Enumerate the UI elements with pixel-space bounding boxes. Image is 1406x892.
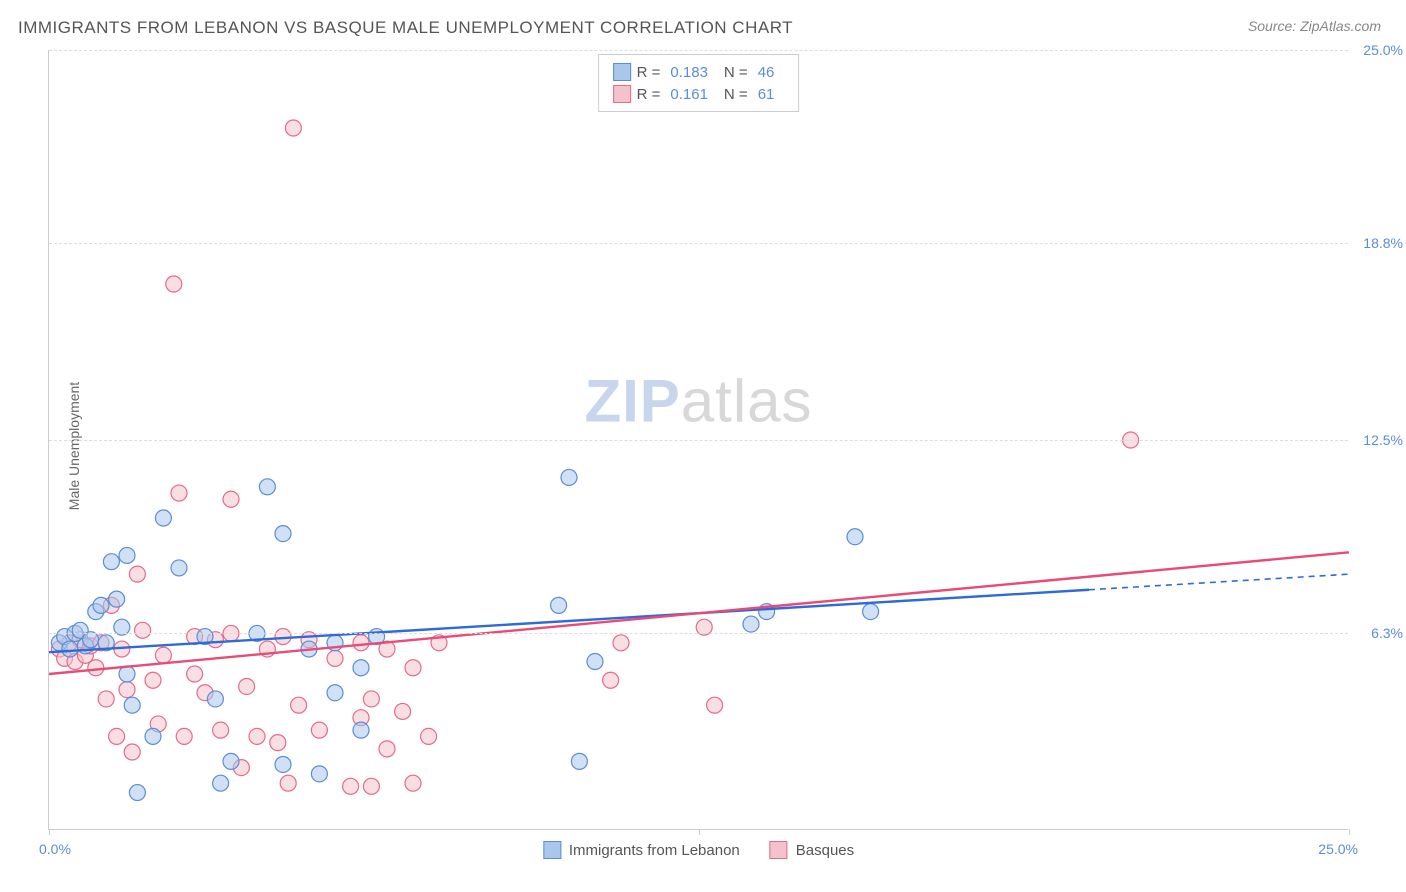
data-point (363, 778, 379, 794)
data-point (213, 775, 229, 791)
data-point (275, 629, 291, 645)
data-point (166, 276, 182, 292)
data-point (285, 120, 301, 136)
data-point (155, 510, 171, 526)
data-point (587, 654, 603, 670)
gridline (49, 633, 1348, 634)
data-point (207, 691, 223, 707)
chart-title: IMMIGRANTS FROM LEBANON VS BASQUE MALE U… (18, 18, 793, 38)
data-point (109, 728, 125, 744)
data-point (249, 728, 265, 744)
regression-line (49, 552, 1349, 674)
swatch-lebanon-bottom (543, 841, 561, 859)
data-point (613, 635, 629, 651)
source-attribution: Source: ZipAtlas.com (1248, 18, 1381, 34)
x-tick-min: 0.0% (39, 841, 71, 857)
data-point (280, 775, 296, 791)
data-point (561, 469, 577, 485)
data-point (187, 666, 203, 682)
legend-item-basques: Basques (770, 841, 854, 859)
data-point (223, 491, 239, 507)
data-point (171, 485, 187, 501)
data-point (145, 728, 161, 744)
gridline (49, 50, 1348, 51)
data-point (863, 604, 879, 620)
legend-label-lebanon: Immigrants from Lebanon (569, 842, 740, 859)
data-point (171, 560, 187, 576)
data-point (119, 682, 135, 698)
data-point (155, 647, 171, 663)
data-point (98, 691, 114, 707)
y-tick-label: 6.3% (1371, 625, 1403, 641)
data-point (291, 697, 307, 713)
regression-line-extrapolated (1089, 574, 1349, 590)
data-point (311, 722, 327, 738)
data-point (379, 741, 395, 757)
series-legend: Immigrants from Lebanon Basques (543, 841, 854, 859)
data-point (145, 672, 161, 688)
data-point (327, 650, 343, 666)
data-point (551, 597, 567, 613)
data-point (353, 722, 369, 738)
x-tick-mark (49, 829, 50, 835)
data-point (62, 641, 78, 657)
data-point (103, 554, 119, 570)
data-point (124, 697, 140, 713)
data-point (275, 526, 291, 542)
data-point (124, 744, 140, 760)
x-tick-max: 25.0% (1318, 841, 1358, 857)
data-point (176, 728, 192, 744)
plot-area: ZIPatlas R = 0.183 N = 46 R = 0.161 N = … (48, 50, 1348, 830)
swatch-basques-bottom (770, 841, 788, 859)
y-tick-label: 25.0% (1363, 42, 1403, 58)
data-point (343, 778, 359, 794)
data-point (405, 775, 421, 791)
x-tick-mark (699, 829, 700, 835)
chart-container: IMMIGRANTS FROM LEBANON VS BASQUE MALE U… (0, 0, 1406, 892)
data-point (743, 616, 759, 632)
data-point (353, 660, 369, 676)
data-point (363, 691, 379, 707)
data-point (213, 722, 229, 738)
data-point (129, 566, 145, 582)
data-point (119, 547, 135, 563)
data-point (239, 678, 255, 694)
legend-item-lebanon: Immigrants from Lebanon (543, 841, 740, 859)
data-point (270, 735, 286, 751)
x-tick-mark (1349, 829, 1350, 835)
data-point (421, 728, 437, 744)
data-point (707, 697, 723, 713)
y-tick-label: 18.8% (1363, 235, 1403, 251)
regression-line (49, 590, 1089, 652)
data-point (327, 685, 343, 701)
data-point (259, 479, 275, 495)
data-point (223, 753, 239, 769)
gridline (49, 243, 1348, 244)
y-tick-label: 12.5% (1363, 432, 1403, 448)
data-point (353, 635, 369, 651)
data-point (135, 622, 151, 638)
data-point (311, 766, 327, 782)
data-point (88, 660, 104, 676)
data-point (847, 529, 863, 545)
legend-label-basques: Basques (796, 842, 854, 859)
data-point (571, 753, 587, 769)
gridline (49, 440, 1348, 441)
data-point (405, 660, 421, 676)
data-point (129, 785, 145, 801)
data-point (395, 703, 411, 719)
data-point (603, 672, 619, 688)
data-point (93, 597, 109, 613)
data-point (109, 591, 125, 607)
data-point (275, 756, 291, 772)
